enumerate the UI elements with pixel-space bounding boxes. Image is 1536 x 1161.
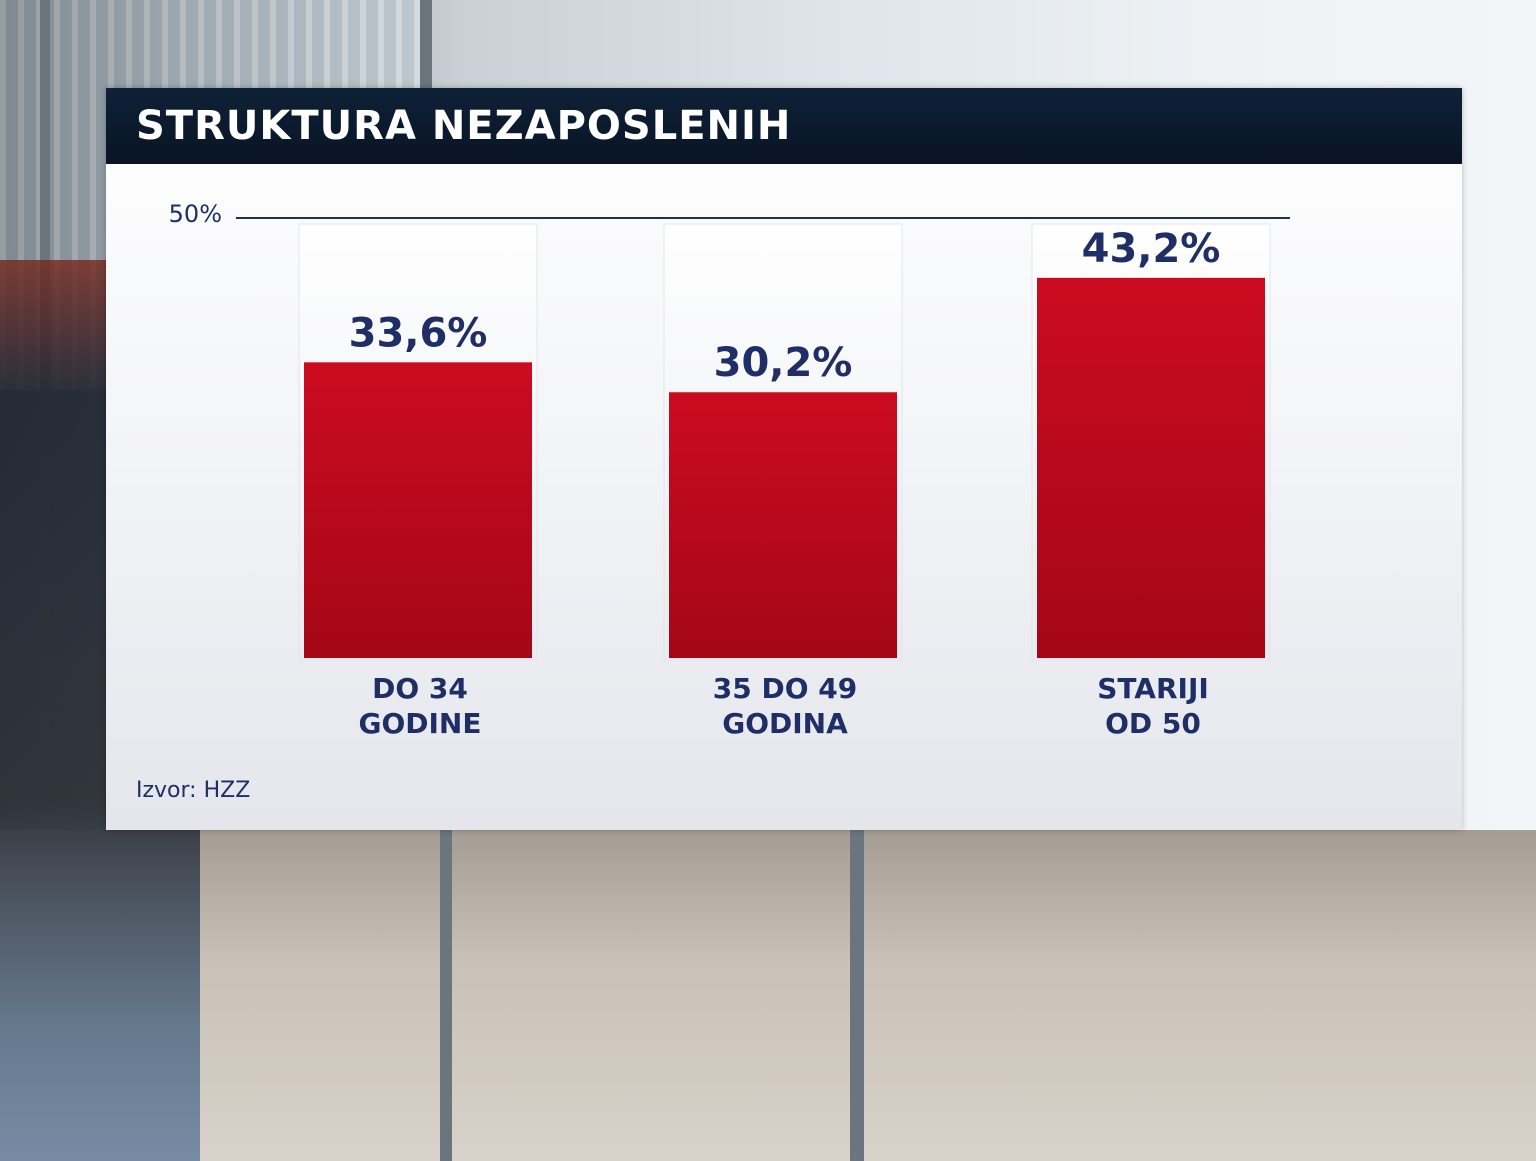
page-title: STRUKTURA NEZAPOSLENIH (136, 103, 792, 149)
category-label: STARIJI (1097, 672, 1209, 705)
category-label: 35 DO 49 (713, 672, 857, 705)
data-label: 43,2% (1082, 226, 1221, 272)
data-label: 30,2% (714, 340, 853, 386)
panel-header: STRUKTURA NEZAPOSLENIH (106, 88, 1462, 164)
category-label: GODINA (722, 707, 848, 740)
data-label: 33,6% (349, 310, 488, 356)
bar (669, 392, 897, 658)
chart-panel: STRUKTURA NEZAPOSLENIH 50% 33,6% DO 34 GODI… (106, 88, 1462, 830)
source-note: Izvor: HZZ (136, 778, 251, 803)
bar (304, 362, 532, 658)
reference-line-label: 50% (169, 200, 222, 228)
category-label: DO 34 (372, 672, 468, 705)
category-label: GODINE (358, 707, 481, 740)
bar (1037, 277, 1265, 658)
category-label: OD 50 (1105, 707, 1201, 740)
